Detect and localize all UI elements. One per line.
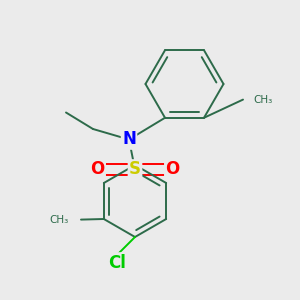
Text: O: O [90,160,105,178]
Text: CH₃: CH₃ [50,214,69,225]
Text: N: N [122,130,136,148]
Text: Cl: Cl [108,254,126,272]
Text: CH₃: CH₃ [254,94,273,105]
Text: O: O [165,160,180,178]
Text: S: S [129,160,141,178]
